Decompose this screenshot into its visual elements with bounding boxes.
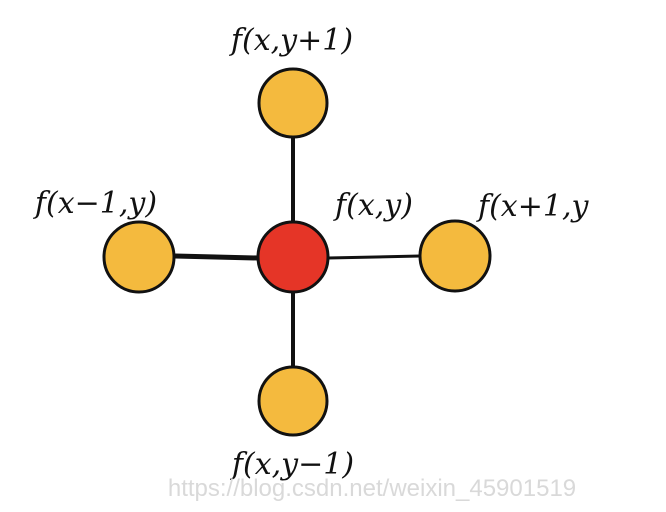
label-center: f(x,y) <box>333 188 413 223</box>
node-left <box>102 220 176 294</box>
node-center <box>256 220 330 294</box>
node-top <box>257 67 329 139</box>
label-left: f(x−1,y) <box>33 186 157 221</box>
node-bottom <box>257 365 329 437</box>
edge-center-left <box>174 253 258 261</box>
edge-center-right <box>327 254 421 260</box>
label-bottom: f(x,y−1) <box>230 447 354 482</box>
label-top: f(x,y+1) <box>229 23 353 58</box>
watermark: https://blog.csdn.net/weixin_45901519 <box>168 475 576 502</box>
label-right: f(x+1,y <box>476 189 589 224</box>
node-right <box>418 219 492 293</box>
